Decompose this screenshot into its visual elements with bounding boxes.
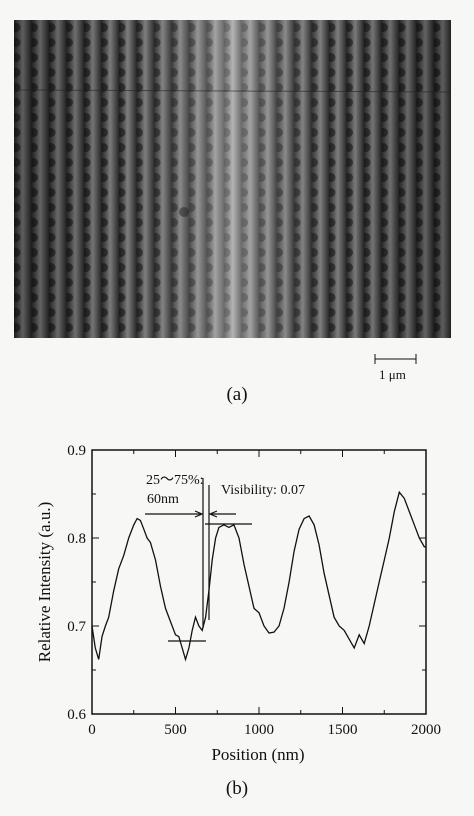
- x-tick-label: 1500: [328, 722, 358, 738]
- panel-a-label: (a): [226, 384, 248, 405]
- intensity-profile-chart: 0 500 1000 1500 2000 0.6 0.7 0.8 0.9 25～75%: 60n…: [35, 443, 441, 764]
- panel-b-label: (b): [225, 778, 249, 799]
- x-tick-label: 500: [164, 722, 187, 738]
- y-tick-label: 0.9: [67, 443, 86, 459]
- intensity-series-line: [91, 490, 426, 662]
- scale-bar-label: 1 μm: [379, 367, 406, 382]
- x-tick-label: 1000: [244, 722, 274, 738]
- y-tick-label: 0.7: [67, 619, 86, 635]
- y-axis-label: Relative Intensity (a.u.): [35, 502, 54, 663]
- scale-bar: 1 μm: [370, 352, 420, 388]
- afm-micrograph: [13, 20, 452, 338]
- y-tick-label: 0.6: [67, 707, 86, 723]
- width-label-line1: 25～75%:: [146, 473, 204, 488]
- visibility-label: Visibility: 0.07: [221, 483, 305, 498]
- width-label-line2: 60nm: [147, 492, 179, 507]
- x-axis-label: Position (nm): [211, 745, 304, 764]
- x-tick-label: 2000: [411, 722, 441, 738]
- y-tick-label: 0.8: [67, 531, 86, 547]
- x-tick-label: 0: [88, 722, 96, 738]
